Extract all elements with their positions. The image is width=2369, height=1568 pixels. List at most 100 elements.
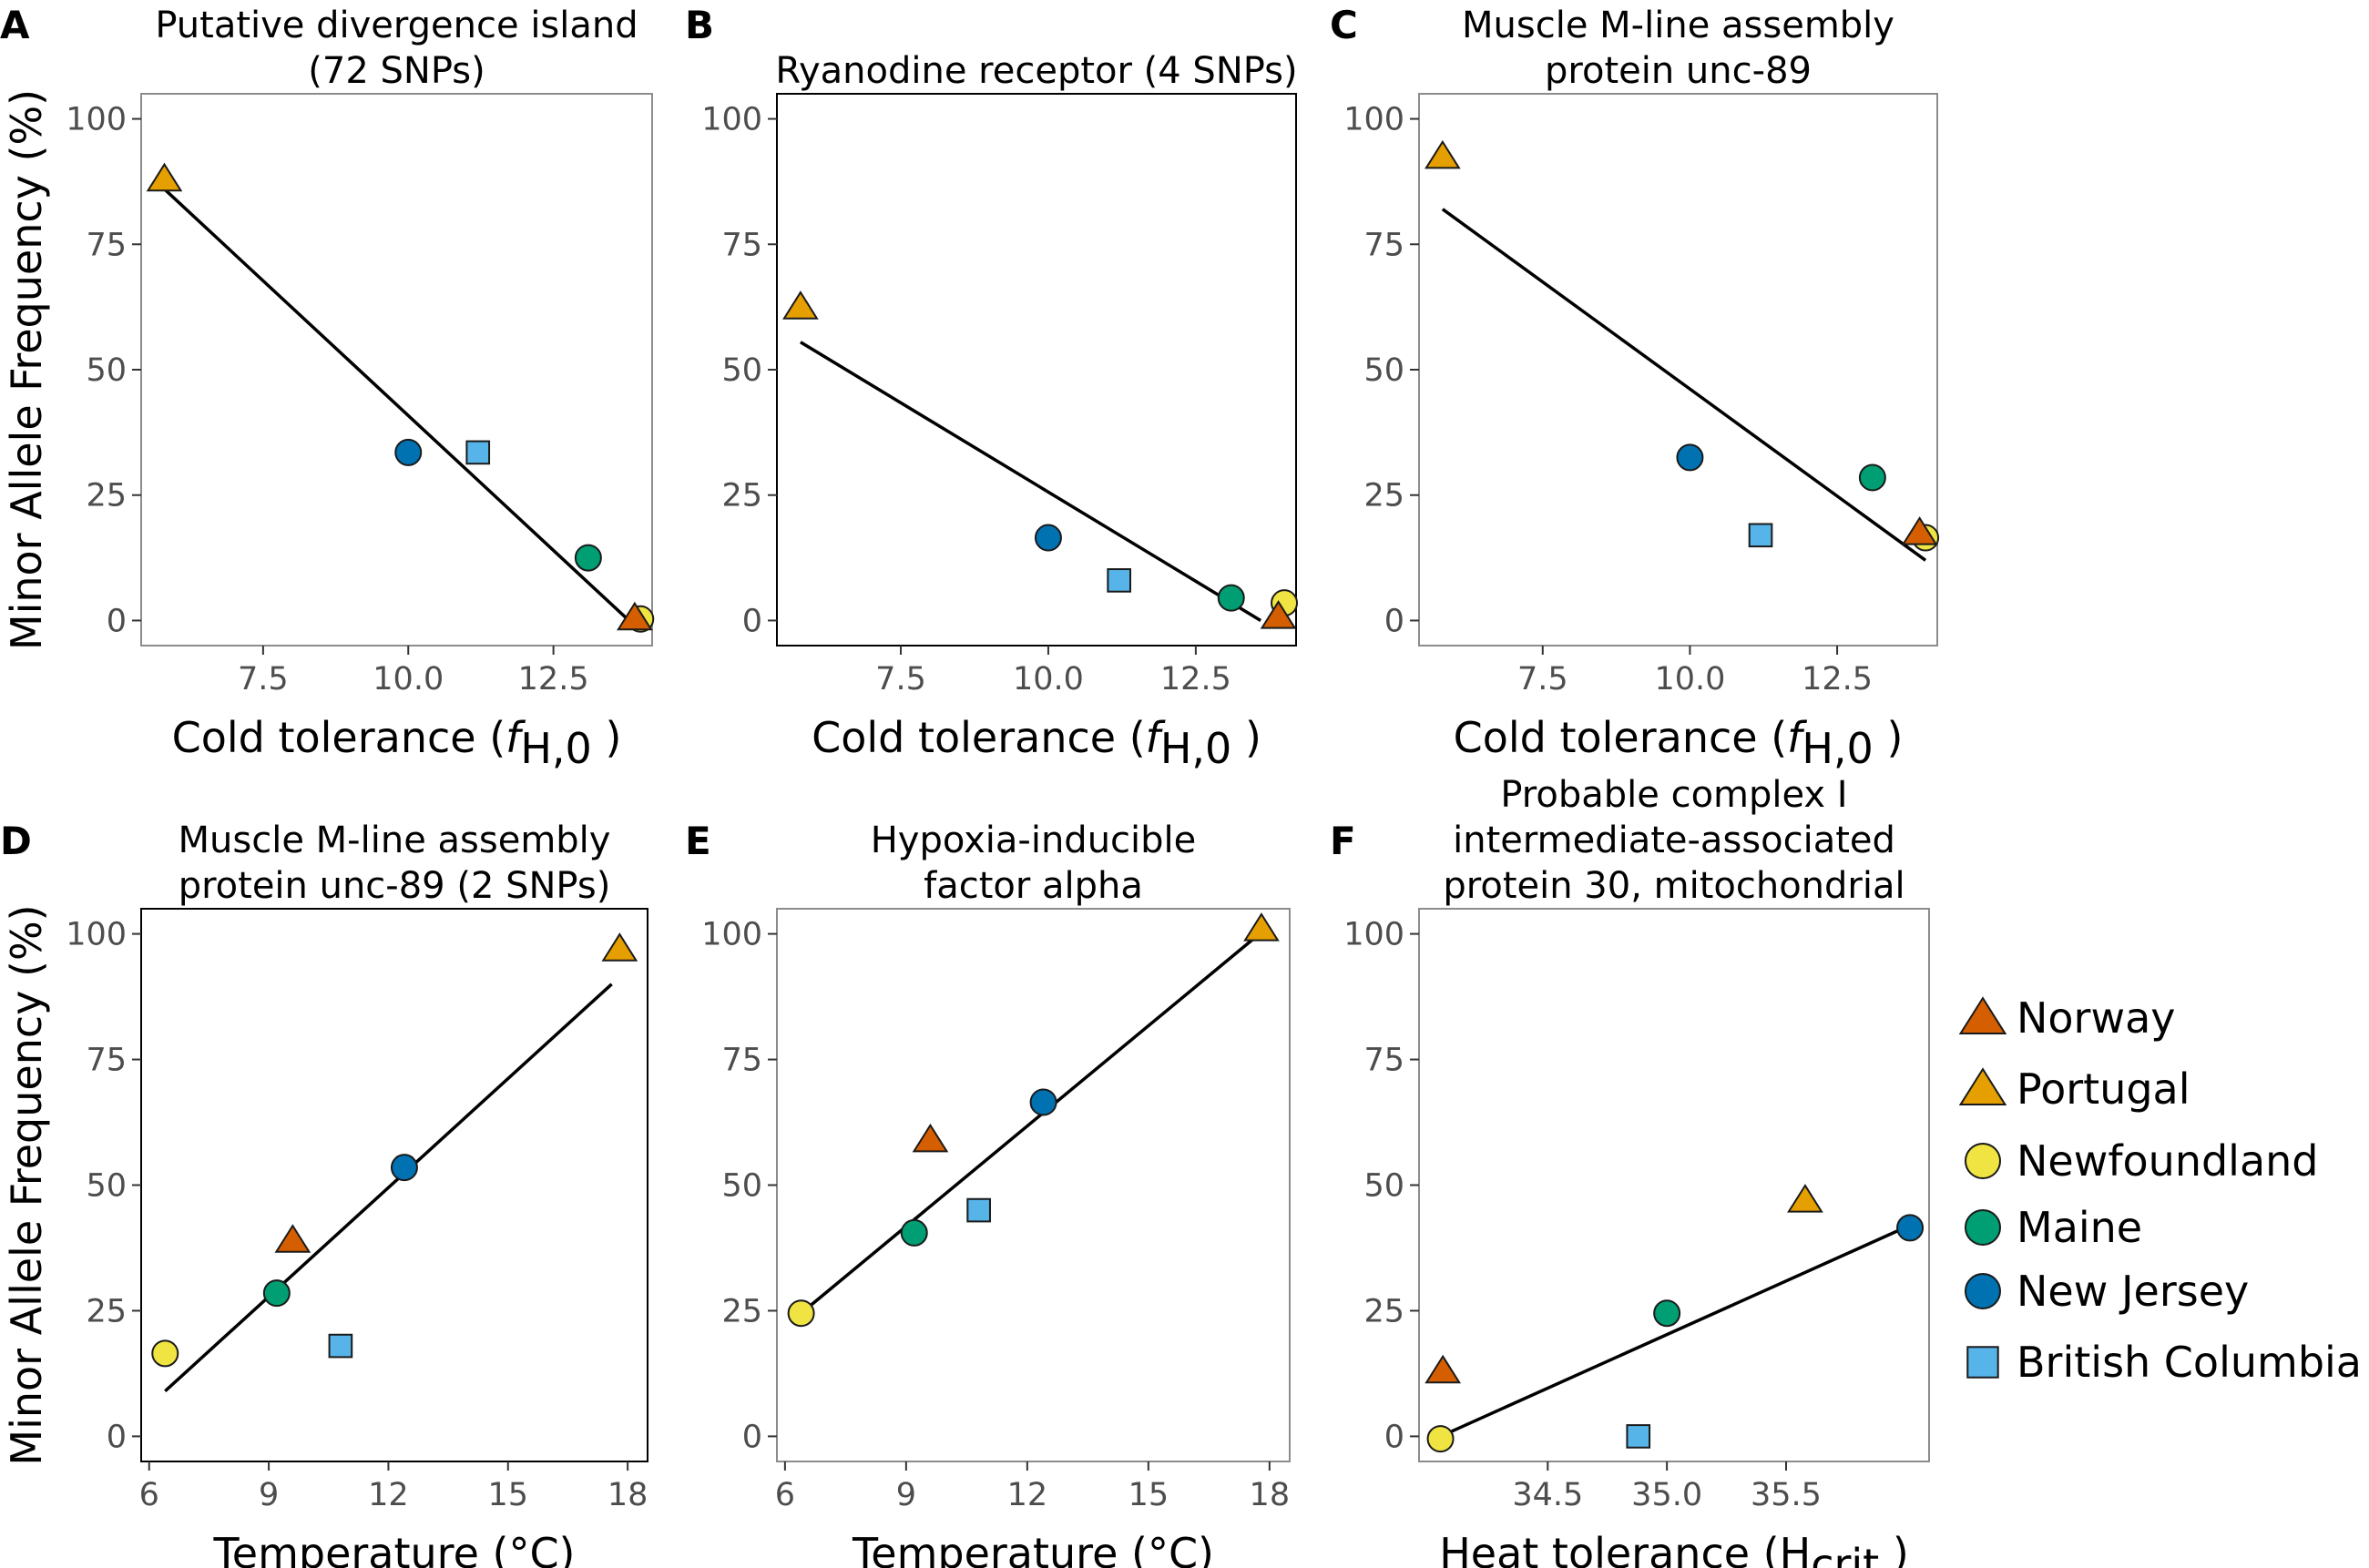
point-portugal — [782, 290, 819, 320]
plot-frame — [776, 908, 1291, 1462]
plot-title-line: protein 30, mitochondrial — [1443, 865, 1904, 907]
legend-key-norway — [1958, 996, 2007, 1035]
x-tick-label: 10.0 — [1013, 661, 1084, 697]
legend-label: Norway — [2017, 993, 2176, 1043]
y-axis-label: Minor Allele Frequency (%) — [2, 904, 51, 1465]
x-tick-label: 10.0 — [373, 661, 444, 697]
legend-label: British Columbia — [2017, 1338, 2362, 1387]
y-tick-label: 0 — [1384, 1419, 1404, 1455]
plot-title-line: Ryanodine receptor (4 SNPs) — [775, 50, 1297, 92]
point-portugal — [1243, 912, 1280, 942]
x-axis-label: Cold tolerance (fH,0 ) — [1454, 713, 1904, 773]
legend-key-british-columbia — [1966, 1346, 1999, 1379]
plot-frame — [776, 93, 1297, 647]
y-tick-label: 25 — [721, 1293, 762, 1329]
point-british-columbia — [1626, 1424, 1651, 1449]
x-tick-label: 12.5 — [1802, 661, 1873, 697]
plot-title-line: protein unc-89 — [1545, 50, 1812, 92]
legend-key-new-jersey — [1965, 1273, 2001, 1309]
plot-title-line: factor alpha — [924, 865, 1143, 907]
point-british-columbia — [966, 1197, 991, 1223]
point-maine — [900, 1218, 928, 1247]
x-tick-label: 18 — [608, 1477, 648, 1513]
point-norway — [1260, 600, 1297, 629]
point-maine — [1858, 463, 1886, 492]
x-tick-label: 18 — [1250, 1477, 1291, 1513]
x-tick-label: 12 — [368, 1477, 409, 1513]
legend: Norway Portugal Newfoundland Maine New Jerse… — [1958, 993, 2362, 1387]
x-tick-label: 34.5 — [1512, 1477, 1583, 1513]
point-british-columbia — [1107, 568, 1132, 593]
point-maine — [262, 1279, 291, 1308]
y-tick-label: 100 — [701, 102, 762, 138]
legend-label: New Jersey — [2017, 1267, 2249, 1316]
x-tick-label: 7.5 — [1517, 661, 1568, 697]
x-tick-label: 7.5 — [238, 661, 289, 697]
plot-title-line: protein unc-89 (2 SNPs) — [179, 865, 611, 907]
plot-title-line: Putative divergence island — [155, 5, 638, 46]
point-norway — [274, 1224, 311, 1253]
point-new-jersey — [1896, 1214, 1925, 1242]
panel-letter: E — [685, 819, 711, 863]
legend-key-portugal — [1958, 1067, 2007, 1106]
point-british-columbia — [465, 440, 491, 465]
y-tick-label: 0 — [742, 1419, 762, 1455]
y-tick-label: 0 — [1384, 603, 1404, 639]
y-axis-label: Minor Allele Frequency (%) — [2, 89, 51, 650]
y-tick-label: 100 — [66, 917, 127, 953]
y-tick-label: 25 — [721, 478, 762, 514]
point-british-columbia — [1748, 523, 1773, 548]
y-tick-label: 0 — [107, 1419, 127, 1455]
point-new-jersey — [390, 1154, 418, 1182]
y-tick-label: 50 — [1363, 352, 1404, 389]
x-tick-label: 12.5 — [518, 661, 589, 697]
panels-layer: A Putative divergence island(72 SNPs) 0 25 5… — [0, 3, 1940, 1568]
point-new-jersey — [1029, 1088, 1057, 1116]
regression-line — [163, 188, 630, 622]
x-axis-label: Cold tolerance (fH,0 ) — [812, 713, 1261, 773]
regression-line — [1441, 208, 1927, 562]
point-portugal — [601, 932, 638, 962]
legend-key-newfoundland — [1965, 1143, 2001, 1179]
point-norway — [1901, 516, 1938, 545]
point-norway — [617, 601, 653, 631]
x-tick-label: 12.5 — [1160, 661, 1231, 697]
y-tick-label: 75 — [721, 1043, 762, 1079]
x-axis-label: Heat tolerance (Hcrit ) — [1439, 1529, 1909, 1568]
y-tick-label: 100 — [1343, 917, 1404, 953]
legend-label: Portugal — [2017, 1064, 2190, 1114]
y-tick-label: 75 — [86, 227, 127, 263]
regression-line — [1439, 1224, 1911, 1439]
plot-frame — [140, 908, 648, 1462]
y-tick-label: 50 — [721, 1168, 762, 1205]
y-tick-label: 100 — [1343, 102, 1404, 138]
point-portugal — [1787, 1184, 1823, 1213]
y-tick-label: 100 — [66, 102, 127, 138]
plot-title-line: Muscle M-line assembly — [179, 820, 611, 861]
y-tick-label: 75 — [1363, 1043, 1404, 1079]
y-tick-label: 50 — [86, 352, 127, 389]
y-tick-label: 75 — [1363, 227, 1404, 263]
y-tick-label: 75 — [721, 227, 762, 263]
plot-title-line: intermediate-associated — [1453, 820, 1895, 861]
point-maine — [1653, 1299, 1681, 1328]
point-portugal — [146, 162, 183, 192]
y-tick-label: 0 — [742, 603, 762, 639]
point-new-jersey — [1676, 443, 1704, 472]
x-axis-label: Cold tolerance (fH,0 ) — [172, 713, 622, 773]
x-tick-label: 9 — [896, 1477, 916, 1513]
panel-letter: F — [1330, 819, 1356, 863]
regression-line — [800, 341, 1262, 622]
y-tick-label: 100 — [701, 917, 762, 953]
y-tick-label: 50 — [86, 1168, 127, 1205]
x-tick-label: 35.0 — [1631, 1477, 1702, 1513]
point-newfoundland — [151, 1339, 179, 1368]
y-tick-label: 75 — [86, 1043, 127, 1079]
plot-title-line: Probable complex I — [1500, 774, 1847, 816]
point-maine — [1217, 584, 1245, 612]
y-tick-label: 25 — [86, 1293, 127, 1329]
y-tick-label: 0 — [107, 603, 127, 639]
